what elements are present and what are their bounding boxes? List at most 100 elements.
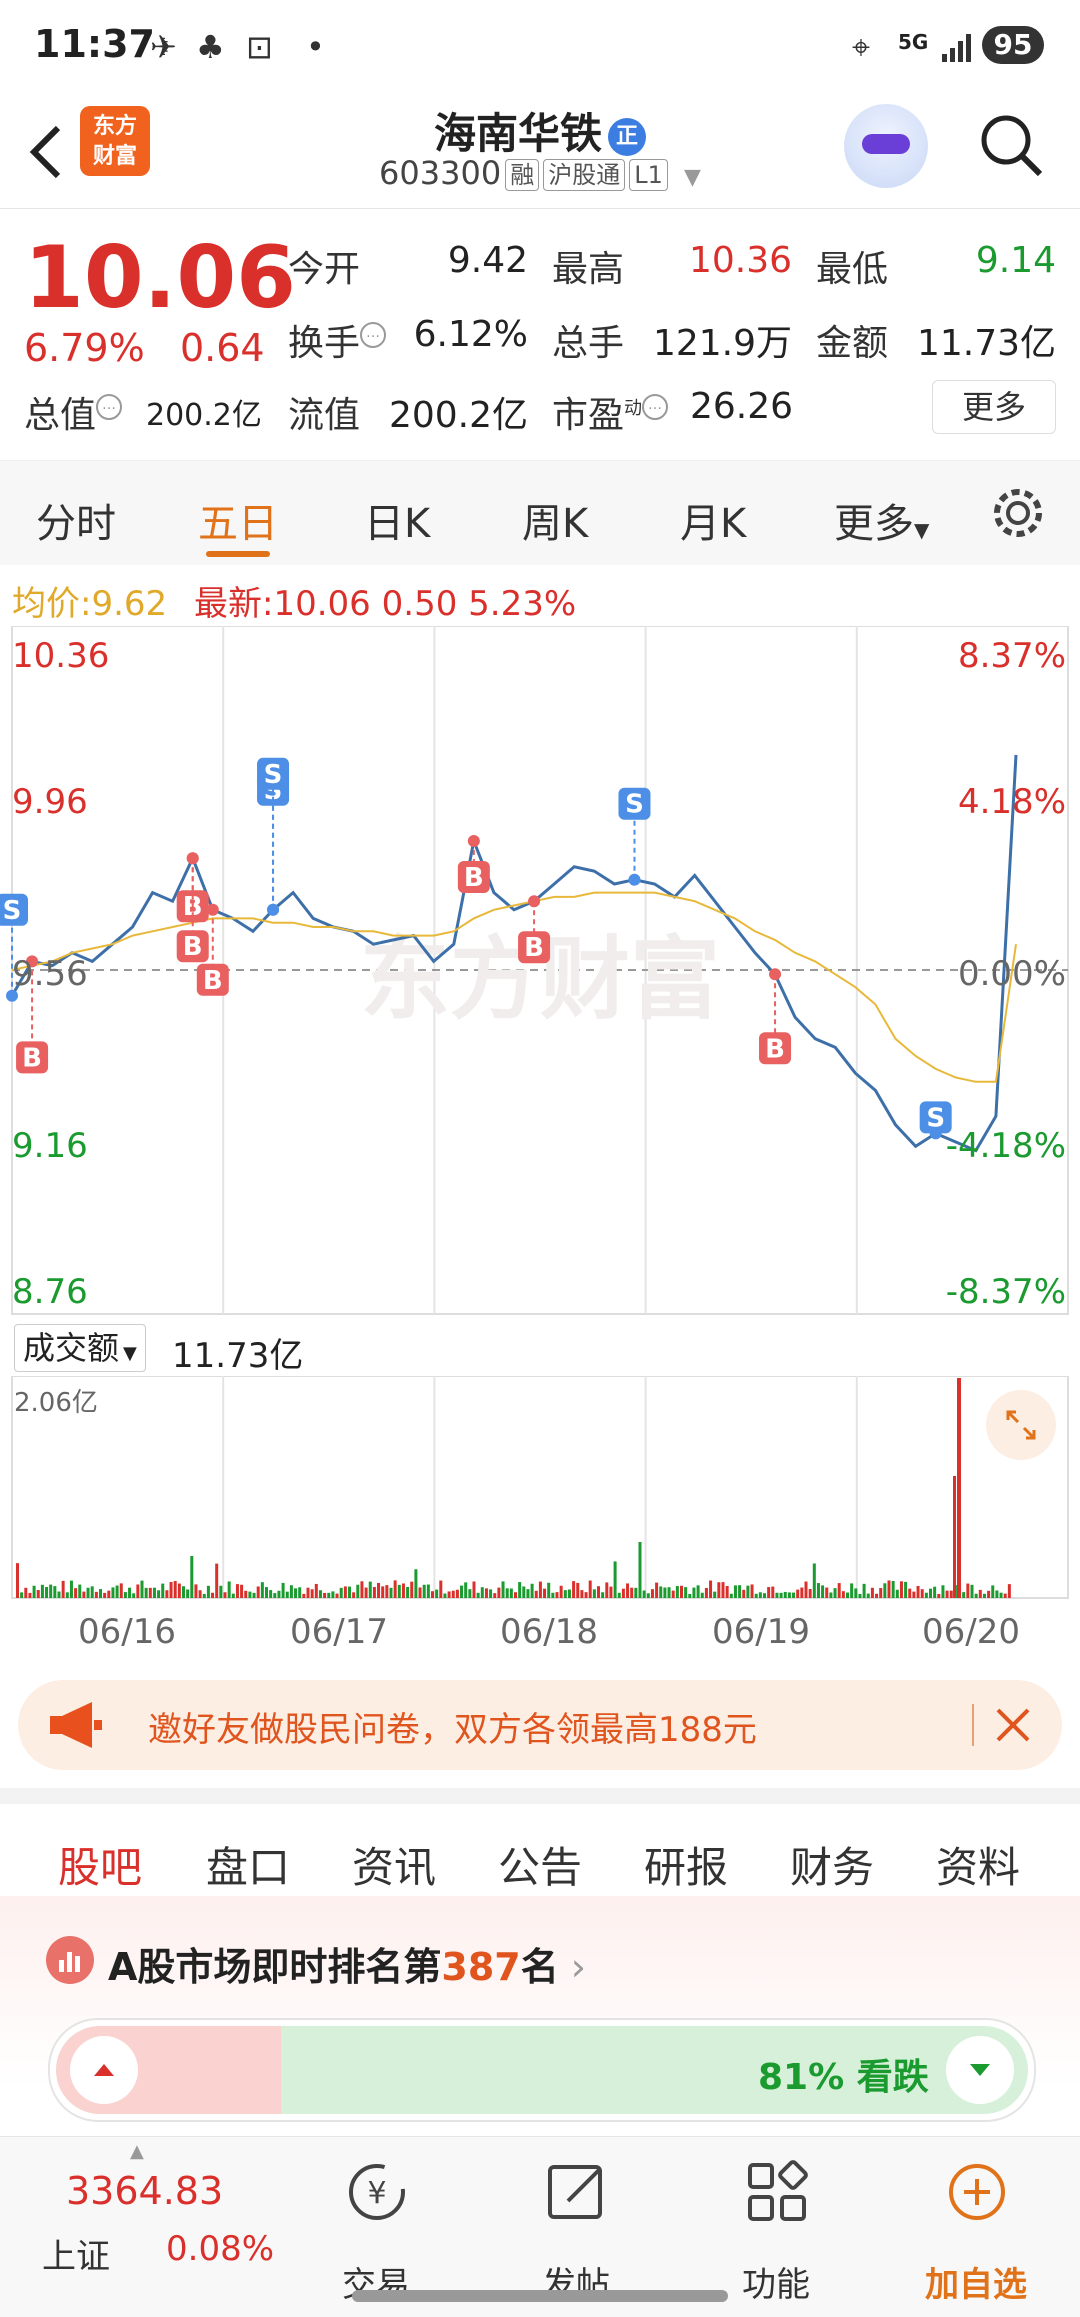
volume-bar (613, 1561, 617, 1598)
trade-icon[interactable]: ¥ (342, 2157, 412, 2227)
tab-more[interactable]: 更多▼ (834, 501, 930, 547)
volume-bar (833, 1588, 837, 1598)
bearish-button[interactable] (946, 2036, 1014, 2104)
caret-down-icon: ▼ (914, 518, 930, 542)
home-indicator[interactable] (352, 2290, 728, 2302)
volume-bar (812, 1563, 816, 1598)
turnover-label: 换手… (288, 314, 387, 366)
volume-bar (816, 1583, 820, 1598)
volume-bar (497, 1587, 501, 1598)
volume-bar (194, 1584, 198, 1598)
quote-panel: 10.06 6.79% 0.64 今开 9.42 最高 10.36 最低 9.1… (0, 210, 1080, 460)
volume-bar (966, 1583, 970, 1598)
index-value[interactable]: 3364.83 (66, 2169, 224, 2213)
volume-bar (439, 1580, 443, 1598)
app-logo[interactable]: 东方 财富 (80, 106, 150, 176)
search-button[interactable] (978, 112, 1044, 178)
volume-bar (240, 1584, 244, 1598)
y-tick-left-3: 9.16 (12, 1126, 88, 1166)
volume-bar (472, 1581, 476, 1598)
grid-apps-icon[interactable] (742, 2157, 812, 2227)
volume-bar (1003, 1593, 1007, 1598)
volume-bar (567, 1589, 571, 1598)
volume-bar (480, 1587, 484, 1598)
volume-bar (86, 1587, 90, 1598)
nav-functions[interactable]: 功能 (742, 2265, 810, 2305)
tab-five-day[interactable]: 五日 (198, 501, 278, 547)
promo-banner[interactable]: 邀好友做股民问卷，双方各领最高188元 (18, 1680, 1062, 1770)
post-icon[interactable] (542, 2157, 612, 2227)
tab-guba[interactable]: 股吧 (58, 1843, 143, 1892)
x-tick-3: 06/19 (712, 1612, 810, 1652)
more-button[interactable]: 更多 (932, 380, 1056, 434)
volume-bar (281, 1582, 285, 1598)
volume-bar (289, 1585, 293, 1598)
tab-pankou[interactable]: 盘口 (206, 1843, 291, 1892)
tab-intraday[interactable]: 分时 (36, 501, 116, 547)
volume-bar (294, 1588, 298, 1598)
volume-bar (626, 1583, 630, 1598)
volume-bar (431, 1591, 434, 1598)
volume-bar (974, 1593, 978, 1598)
tab-monthly-k[interactable]: 月K (680, 501, 747, 547)
volume-bar (576, 1582, 580, 1598)
signal-badge-6 (257, 757, 290, 790)
tab-daily-k[interactable]: 日K (364, 501, 431, 547)
volume-bar (32, 1585, 36, 1598)
volume-bar (397, 1584, 401, 1598)
signal-label-9: S (625, 790, 644, 820)
signal-badge-7 (457, 861, 490, 893)
stock-code-line[interactable]: 603300 融沪股通 L1 ▼ (0, 154, 1080, 192)
volume-bar (260, 1582, 264, 1598)
volume-bar (443, 1593, 447, 1598)
rank-text[interactable]: A股市场即时排名第387名 › (108, 1945, 586, 1989)
volume-bar (244, 1590, 248, 1598)
x-tick-0: 06/16 (78, 1612, 176, 1652)
volume-bar (132, 1593, 136, 1598)
assistant-robot-icon[interactable] (844, 104, 928, 188)
tab-profile[interactable]: 资料 (936, 1843, 1021, 1892)
volume-bar (182, 1586, 185, 1598)
volume-bar (530, 1583, 534, 1598)
volume-bar (638, 1542, 642, 1598)
tab-finance[interactable]: 财务 (790, 1843, 875, 1892)
volume-bar (783, 1591, 787, 1598)
tab-research[interactable]: 研报 (644, 1843, 729, 1892)
volume-bar (837, 1583, 841, 1598)
tab-news[interactable]: 资讯 (352, 1843, 437, 1892)
volume-selector[interactable]: 成交额 ▼ (14, 1324, 146, 1372)
back-arrow-icon (29, 125, 61, 179)
volume-label: 总手 (552, 323, 625, 364)
volume-bar (821, 1585, 825, 1598)
info-tabs: 股吧 盘口 资讯 公告 研报 财务 资料 (0, 1788, 1080, 1912)
signal-badge-10 (759, 1032, 792, 1065)
volume-bar (555, 1592, 559, 1598)
pe-label: 市盈动… (552, 386, 669, 438)
tab-announcements[interactable]: 公告 (498, 1843, 583, 1892)
volume-bar (74, 1588, 78, 1598)
volume-bar (655, 1582, 659, 1598)
volume-bar (509, 1588, 513, 1598)
chart-settings-button[interactable] (990, 485, 1046, 541)
amount-label: 金额 (816, 323, 889, 364)
volume-bar (53, 1586, 57, 1598)
back-button[interactable] (22, 110, 82, 190)
tab-weekly-k[interactable]: 周K (522, 501, 589, 547)
bearish-percent: 81% 看跌 (758, 2057, 929, 2098)
notification-icon: ✈ (150, 28, 177, 66)
nav-add-watchlist[interactable]: 加自选 (925, 2265, 1027, 2305)
high-value: 10.36 (688, 240, 792, 281)
signal-icon (940, 30, 974, 64)
bullish-button[interactable] (70, 2036, 138, 2104)
volume-bar (592, 1589, 596, 1598)
volume-bar (82, 1591, 86, 1598)
add-watchlist-icon[interactable] (942, 2157, 1012, 2227)
volume-bar (937, 1593, 941, 1598)
volume-bar (489, 1589, 493, 1598)
expand-button[interactable] (986, 1390, 1056, 1460)
volume-bar (115, 1585, 119, 1598)
price-chart[interactable]: 东方财富 S B B B B S S B B S B S 10.36 9.96 9.56 9.16 8.… (0, 625, 1080, 1316)
banner-close-button[interactable] (990, 1702, 1036, 1748)
volume-bar (231, 1593, 235, 1598)
x-tick-1: 06/17 (290, 1612, 388, 1652)
